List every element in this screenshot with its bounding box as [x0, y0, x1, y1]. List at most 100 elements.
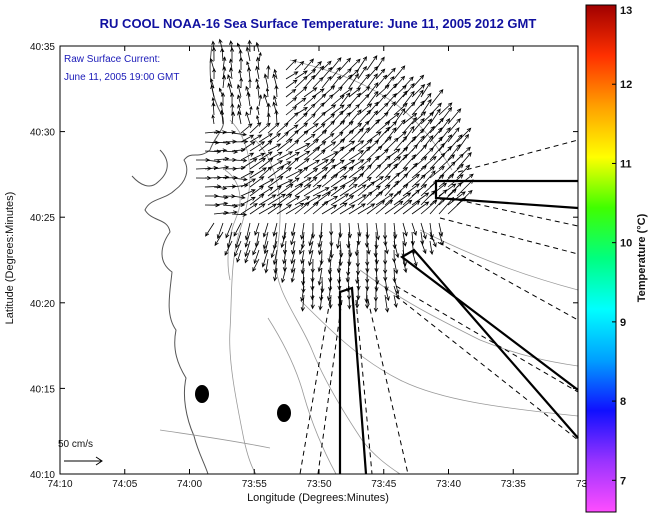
current-arrow [429, 189, 448, 206]
current-arrow [447, 163, 464, 179]
current-arrow [312, 149, 326, 161]
current-arrow [384, 190, 402, 206]
current-arrow [339, 147, 356, 161]
current-arrow [285, 202, 305, 215]
current-arrow [285, 157, 300, 170]
current-arrow [429, 108, 441, 125]
current-arrow [303, 146, 321, 161]
current-arrow [339, 112, 351, 125]
current-arrow [267, 133, 282, 143]
current-arrow [248, 78, 252, 88]
current-arrow [339, 166, 355, 179]
current-arrow [330, 166, 348, 179]
current-arrow [249, 122, 262, 134]
current-arrow [375, 148, 389, 161]
current-arrow [236, 83, 242, 98]
current-arrow [447, 134, 463, 152]
current-arrow [339, 120, 354, 134]
current-arrow [339, 74, 353, 89]
current-arrow [258, 203, 277, 215]
current-arrow [339, 92, 351, 107]
current-arrow [402, 144, 418, 161]
current-arrow [411, 84, 426, 98]
current-arrow [281, 267, 287, 284]
current-arrow [285, 79, 298, 89]
current-arrow [240, 158, 258, 170]
current-arrow [245, 111, 251, 125]
current-arrow [339, 177, 358, 188]
current-arrow [375, 74, 388, 89]
current-arrow [237, 94, 242, 107]
current-arrow [402, 125, 415, 143]
current-arrow [375, 222, 380, 241]
current-arrow [213, 201, 229, 206]
current-arrow [321, 66, 333, 80]
current-arrow [339, 183, 358, 197]
current-arrow [402, 231, 407, 247]
current-arrow [303, 201, 319, 215]
current-arrow [411, 192, 430, 206]
current-arrow [375, 121, 391, 134]
current-arrow [393, 294, 398, 309]
current-arrow [237, 110, 242, 125]
current-arrow [266, 112, 271, 125]
current-arrow [258, 122, 271, 134]
current-arrow [375, 175, 391, 188]
current-arrow [384, 240, 389, 255]
current-arrow [276, 204, 293, 215]
current-arrow [330, 104, 345, 116]
current-arrow [249, 167, 267, 179]
current-arrow [285, 177, 300, 188]
current-arrow [420, 240, 427, 255]
current-arrow [258, 133, 273, 143]
current-arrow [272, 249, 278, 266]
current-arrow [375, 199, 394, 215]
current-arrow [211, 96, 215, 107]
current-arrow [411, 249, 418, 267]
current-arrow [274, 109, 279, 125]
current-arrow [249, 152, 266, 161]
current-arrow [210, 77, 215, 89]
current-arrow [276, 161, 292, 170]
current-arrow [285, 124, 299, 134]
current-arrow [337, 267, 342, 285]
current-arrow [310, 276, 315, 291]
current-arrow [393, 153, 408, 170]
current-arrow [317, 231, 323, 248]
current-arrow [392, 231, 397, 250]
current-arrow [229, 46, 235, 61]
current-arrow [366, 164, 382, 179]
y-tick-label: 40:10 [30, 470, 55, 481]
current-arrow [212, 67, 216, 80]
station-marker-1 [195, 385, 209, 403]
current-arrow [402, 90, 415, 107]
current-arrow [337, 276, 342, 291]
current-arrow [294, 97, 307, 107]
current-arrow [339, 195, 355, 206]
current-arrow [249, 176, 265, 188]
current-arrow [303, 176, 318, 188]
current-arrow [402, 200, 421, 215]
current-arrow [220, 91, 226, 106]
current-arrow [330, 57, 342, 71]
current-arrow [244, 231, 251, 248]
current-arrow [240, 141, 256, 152]
plot-background [60, 46, 578, 474]
current-arrow [249, 185, 265, 197]
current-arrow [357, 73, 370, 89]
current-arrow [294, 75, 308, 89]
current-arrow [312, 102, 325, 116]
current-arrow [456, 152, 472, 170]
annotation-line-1: Raw Surface Current: [64, 54, 160, 65]
current-arrow [402, 116, 418, 134]
current-arrow [393, 276, 400, 295]
y-tick-label: 40:20 [30, 299, 55, 310]
current-arrow [265, 87, 270, 98]
current-arrow [294, 158, 310, 170]
current-arrow [357, 164, 372, 179]
current-arrow [348, 73, 359, 89]
y-axis-ticks: 40:10 40:15 40:20 40:25 40:30 40:35 [30, 42, 578, 481]
current-arrow [303, 58, 314, 71]
current-arrow [411, 111, 427, 125]
current-arrow [308, 249, 314, 267]
